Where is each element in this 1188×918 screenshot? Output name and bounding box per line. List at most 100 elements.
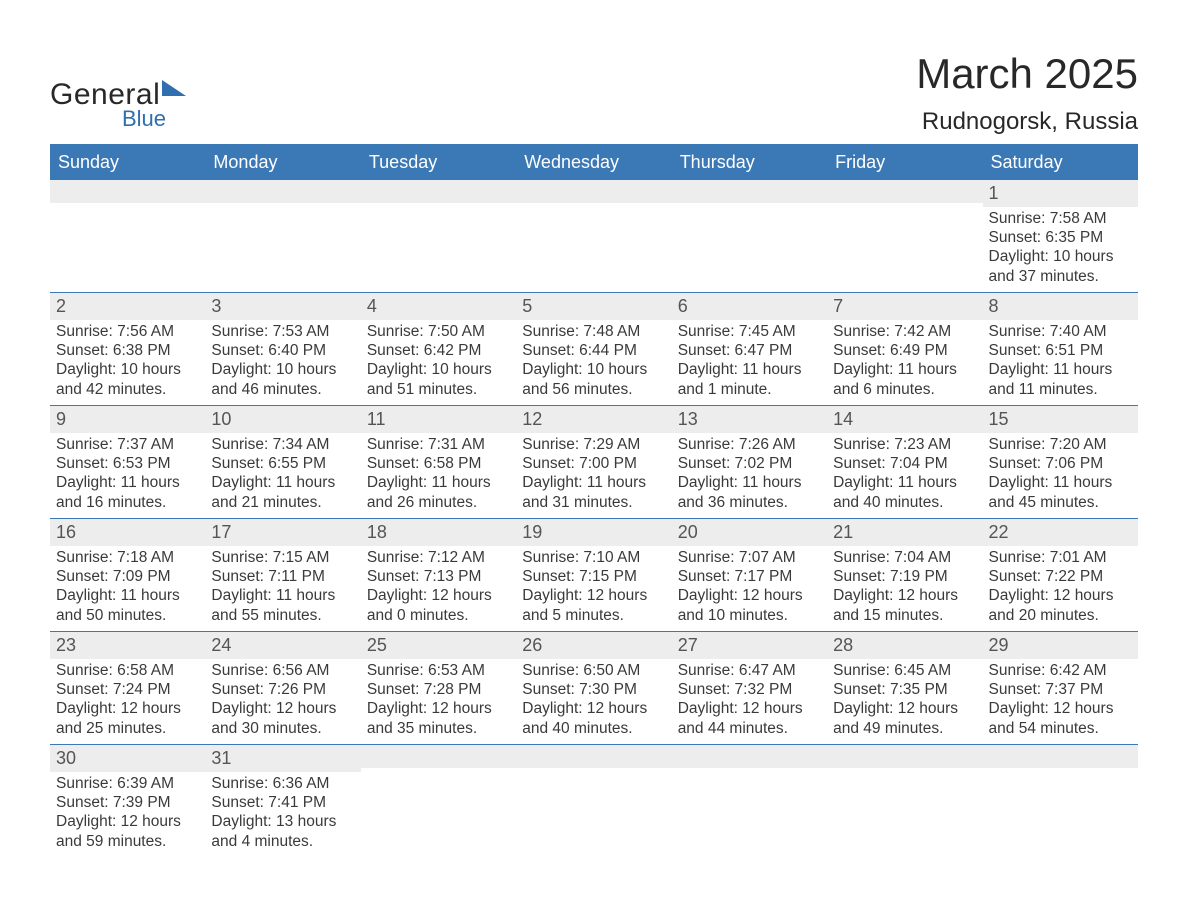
day-number: 3 [211, 296, 221, 316]
sunset-text: Sunset: 6:35 PM [989, 228, 1132, 247]
daylight-text: Daylight: 10 hours and 56 minutes. [522, 360, 665, 399]
logo-word2: Blue [122, 106, 166, 132]
day-cell: 17Sunrise: 7:15 AMSunset: 7:11 PMDayligh… [205, 519, 360, 631]
day-number-row: 24 [205, 632, 360, 659]
day-cell [516, 180, 671, 292]
sunrise-text: Sunrise: 7:01 AM [989, 548, 1132, 567]
day-number-row: 21 [827, 519, 982, 546]
day-cell: 25Sunrise: 6:53 AMSunset: 7:28 PMDayligh… [361, 632, 516, 744]
day-number-row: 27 [672, 632, 827, 659]
sunrise-text: Sunrise: 6:45 AM [833, 661, 976, 680]
day-number: 20 [678, 522, 698, 542]
daylight-text: Daylight: 12 hours and 49 minutes. [833, 699, 976, 738]
day-number: 14 [833, 409, 853, 429]
sunset-text: Sunset: 7:28 PM [367, 680, 510, 699]
sunrise-text: Sunrise: 7:58 AM [989, 209, 1132, 228]
daylight-text: Daylight: 11 hours and 16 minutes. [56, 473, 199, 512]
day-cell: 2Sunrise: 7:56 AMSunset: 6:38 PMDaylight… [50, 293, 205, 405]
day-number: 30 [56, 748, 76, 768]
sunset-text: Sunset: 7:35 PM [833, 680, 976, 699]
sunset-text: Sunset: 7:24 PM [56, 680, 199, 699]
day-number: 25 [367, 635, 387, 655]
day-number-row [361, 745, 516, 768]
sunset-text: Sunset: 7:22 PM [989, 567, 1132, 586]
day-cell: 16Sunrise: 7:18 AMSunset: 7:09 PMDayligh… [50, 519, 205, 631]
day-number: 11 [367, 409, 386, 429]
daylight-text: Daylight: 11 hours and 6 minutes. [833, 360, 976, 399]
sunset-text: Sunset: 6:51 PM [989, 341, 1132, 360]
day-number-row: 18 [361, 519, 516, 546]
day-number: 6 [678, 296, 688, 316]
daylight-text: Daylight: 11 hours and 36 minutes. [678, 473, 821, 512]
weekday-header-cell: Wednesday [516, 146, 671, 179]
day-cell: 15Sunrise: 7:20 AMSunset: 7:06 PMDayligh… [983, 406, 1138, 518]
day-number-row: 8 [983, 293, 1138, 320]
logo-triangle-icon [162, 80, 186, 96]
sunrise-text: Sunrise: 7:48 AM [522, 322, 665, 341]
day-cell [672, 180, 827, 292]
daylight-text: Daylight: 10 hours and 42 minutes. [56, 360, 199, 399]
weeks-container: 1 Sunrise: 7:58 AMSunset: 6:35 PM Daylight… [50, 179, 1138, 857]
day-number-row: 31 [205, 745, 360, 772]
day-number-row: 2 [50, 293, 205, 320]
sunrise-text: Sunrise: 6:56 AM [211, 661, 354, 680]
day-number: 1 [989, 183, 999, 203]
weekday-header-cell: Tuesday [361, 146, 516, 179]
day-number-row: 13 [672, 406, 827, 433]
sunset-text: Sunset: 6:38 PM [56, 341, 199, 360]
day-number: 26 [522, 635, 542, 655]
sunrise-text: Sunrise: 7:20 AM [989, 435, 1132, 454]
day-number: 31 [211, 748, 231, 768]
daylight-text: Daylight: 12 hours and 5 minutes. [522, 586, 665, 625]
day-number-row: 28 [827, 632, 982, 659]
daylight-text: Daylight: 12 hours and 40 minutes. [522, 699, 665, 738]
day-number-row: 1 [983, 180, 1138, 207]
day-cell [516, 745, 671, 857]
day-number: 2 [56, 296, 66, 316]
day-number: 23 [56, 635, 76, 655]
sunset-text: Sunset: 7:04 PM [833, 454, 976, 473]
day-number-row: 3 [205, 293, 360, 320]
sunrise-text: Sunrise: 7:18 AM [56, 548, 199, 567]
day-cell: 14Sunrise: 7:23 AMSunset: 7:04 PMDayligh… [827, 406, 982, 518]
day-cell: 6Sunrise: 7:45 AMSunset: 6:47 PMDaylight… [672, 293, 827, 405]
day-number-row: 22 [983, 519, 1138, 546]
day-number-row: 6 [672, 293, 827, 320]
calendar-grid: SundayMondayTuesdayWednesdayThursdayFrid… [50, 144, 1138, 857]
day-number-row: 10 [205, 406, 360, 433]
daylight-text: Daylight: 11 hours and 11 minutes. [989, 360, 1132, 399]
week-row: 23Sunrise: 6:58 AMSunset: 7:24 PMDayligh… [50, 631, 1138, 744]
day-number-row: 16 [50, 519, 205, 546]
day-cell [983, 745, 1138, 857]
day-number: 24 [211, 635, 231, 655]
week-row: 30Sunrise: 6:39 AMSunset: 7:39 PMDayligh… [50, 744, 1138, 857]
sunset-text: Sunset: 7:32 PM [678, 680, 821, 699]
daylight-text: Daylight: 13 hours and 4 minutes. [211, 812, 354, 851]
sunrise-text: Sunrise: 7:26 AM [678, 435, 821, 454]
sunset-text: Sunset: 7:11 PM [211, 567, 354, 586]
day-cell [50, 180, 205, 292]
day-number-row: 15 [983, 406, 1138, 433]
day-number-row [361, 180, 516, 203]
day-number-row: 30 [50, 745, 205, 772]
day-cell: 11Sunrise: 7:31 AMSunset: 6:58 PMDayligh… [361, 406, 516, 518]
weekday-header-row: SundayMondayTuesdayWednesdayThursdayFrid… [50, 144, 1138, 179]
weekday-header-cell: Saturday [983, 146, 1138, 179]
daylight-text: Daylight: 11 hours and 26 minutes. [367, 473, 510, 512]
weekday-header-cell: Monday [205, 146, 360, 179]
day-cell: 20Sunrise: 7:07 AMSunset: 7:17 PMDayligh… [672, 519, 827, 631]
day-cell: 5Sunrise: 7:48 AMSunset: 6:44 PMDaylight… [516, 293, 671, 405]
month-title: March 2025 [916, 50, 1138, 98]
sunrise-text: Sunrise: 7:40 AM [989, 322, 1132, 341]
day-number-row [672, 745, 827, 768]
day-number: 18 [367, 522, 387, 542]
sunrise-text: Sunrise: 7:23 AM [833, 435, 976, 454]
daylight-text: Daylight: 11 hours and 50 minutes. [56, 586, 199, 625]
day-number-row: 26 [516, 632, 671, 659]
daylight-text: Daylight: 11 hours and 31 minutes. [522, 473, 665, 512]
day-number-row: 7 [827, 293, 982, 320]
daylight-text: Daylight: 11 hours and 1 minute. [678, 360, 821, 399]
sunrise-text: Sunrise: 7:12 AM [367, 548, 510, 567]
sunrise-text: Sunrise: 7:10 AM [522, 548, 665, 567]
day-number-row: 9 [50, 406, 205, 433]
